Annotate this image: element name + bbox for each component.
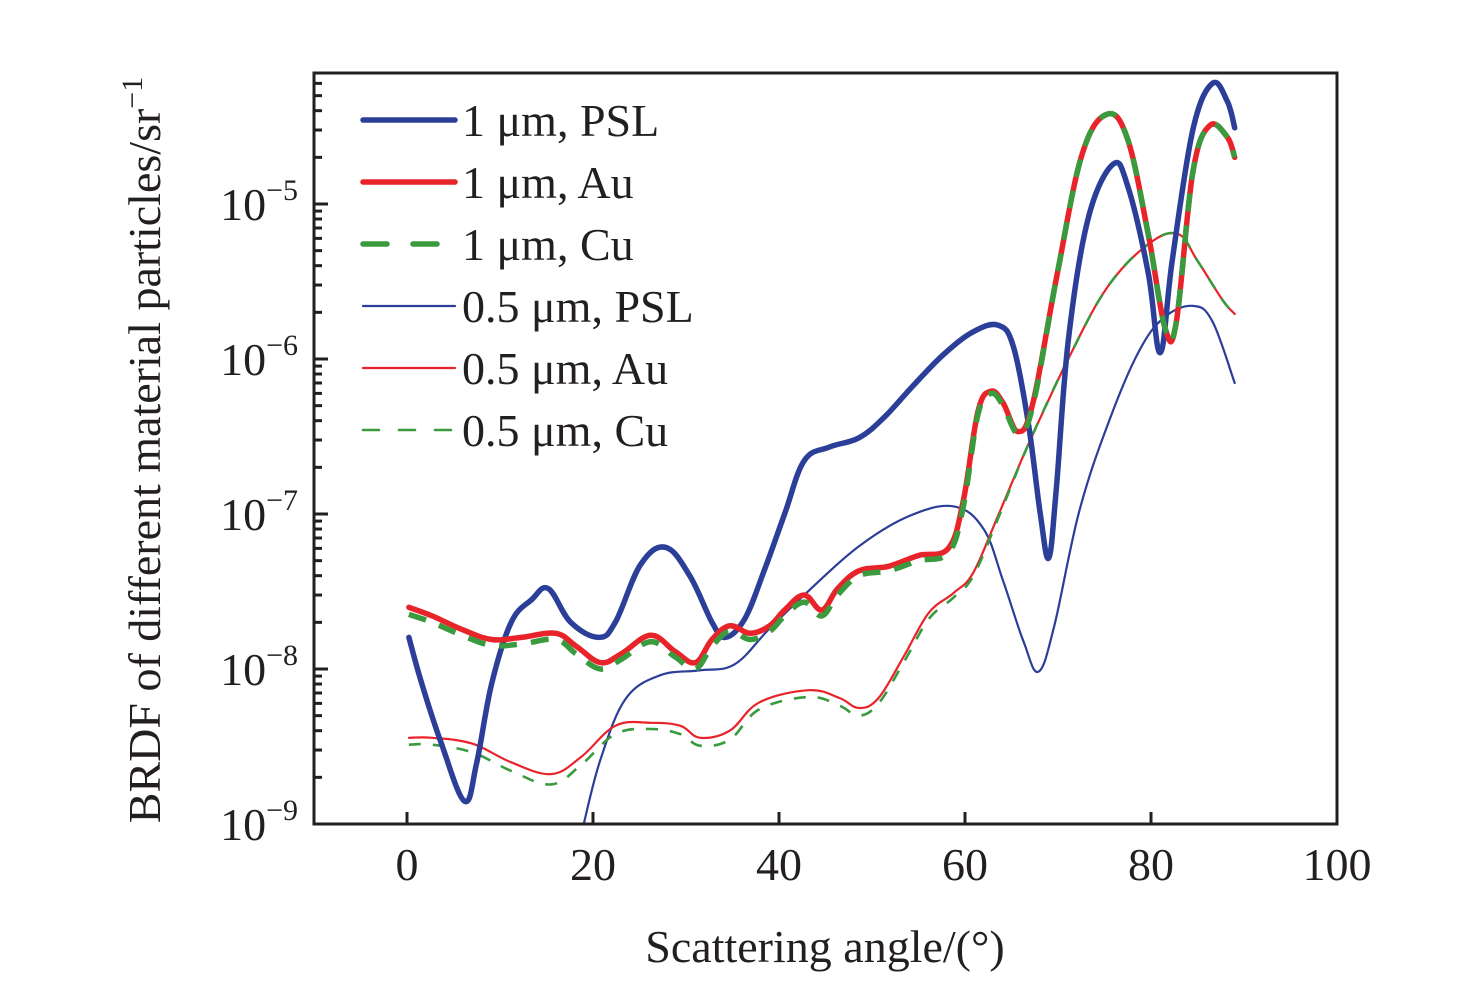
legend-label: 1 μm, Cu bbox=[462, 219, 634, 270]
x-axis-title: Scattering angle/(°) bbox=[645, 921, 1004, 972]
legend-item: 0.5 μm, PSL bbox=[361, 281, 694, 332]
x-axis: 0 20 40 60 80 100 bbox=[396, 812, 1372, 890]
series-line-1-m-au bbox=[406, 110, 1238, 666]
y-tick-label: 10−5 bbox=[220, 174, 298, 230]
legend-item: 1 μm, Au bbox=[360, 157, 634, 208]
x-tick-label: 100 bbox=[1303, 839, 1372, 890]
y-tick-label-base: 10 bbox=[220, 644, 266, 695]
y-tick-label: 10−7 bbox=[220, 484, 298, 540]
y-axis: 10−910−810−710−610−5 bbox=[220, 81, 328, 850]
y-axis-title-main: BRDF of different material particles/sr bbox=[119, 109, 170, 824]
legend-item: 1 μm, PSL bbox=[360, 95, 659, 146]
legend-label: 0.5 μm, PSL bbox=[462, 281, 694, 332]
y-tick-label-exponent: −7 bbox=[266, 484, 298, 517]
y-tick-label-exponent: −9 bbox=[266, 794, 298, 827]
x-tick-label: 60 bbox=[942, 839, 988, 890]
legend-item: 1 μm, Cu bbox=[360, 219, 634, 270]
legend-label: 0.5 μm, Cu bbox=[462, 405, 668, 456]
x-tick-label: 0 bbox=[396, 839, 419, 890]
y-tick-label: 10−6 bbox=[220, 329, 298, 385]
y-tick-label-exponent: −5 bbox=[266, 174, 298, 207]
x-tick-label: 20 bbox=[570, 839, 616, 890]
plot-frame bbox=[312, 71, 1339, 826]
legend: 1 μm, PSL 1 μm, Au 1 μm, Cu 0.5 μm, PSL 0.5 … bbox=[360, 95, 694, 456]
x-tick-label: 80 bbox=[1128, 839, 1174, 890]
series-line-0-5-m-psl bbox=[582, 304, 1236, 824]
series-line-0-5-m-cu bbox=[408, 231, 1236, 786]
y-tick-label-exponent: −6 bbox=[266, 329, 298, 362]
series-line-1-m-cu bbox=[408, 110, 1238, 672]
y-axis-title: BRDF of different material particles/sr−… bbox=[116, 77, 170, 823]
y-tick-label: 10−8 bbox=[220, 639, 298, 695]
series-line-1-m-psl bbox=[406, 79, 1238, 805]
y-tick-label: 10−9 bbox=[220, 794, 298, 850]
legend-label: 0.5 μm, Au bbox=[462, 343, 668, 394]
y-tick-label-base: 10 bbox=[220, 799, 266, 850]
x-tick-label: 40 bbox=[756, 839, 802, 890]
legend-item: 0.5 μm, Au bbox=[361, 343, 668, 394]
y-tick-label-base: 10 bbox=[220, 334, 266, 385]
y-tick-label-base: 10 bbox=[220, 179, 266, 230]
legend-item: 0.5 μm, Cu bbox=[361, 405, 668, 456]
y-tick-label-base: 10 bbox=[220, 489, 266, 540]
legend-label: 1 μm, PSL bbox=[462, 95, 659, 146]
y-axis-title-exponent: −1 bbox=[116, 77, 149, 109]
legend-label: 1 μm, Au bbox=[462, 157, 634, 208]
series-layer bbox=[406, 79, 1238, 824]
y-tick-label-exponent: −8 bbox=[266, 639, 298, 672]
